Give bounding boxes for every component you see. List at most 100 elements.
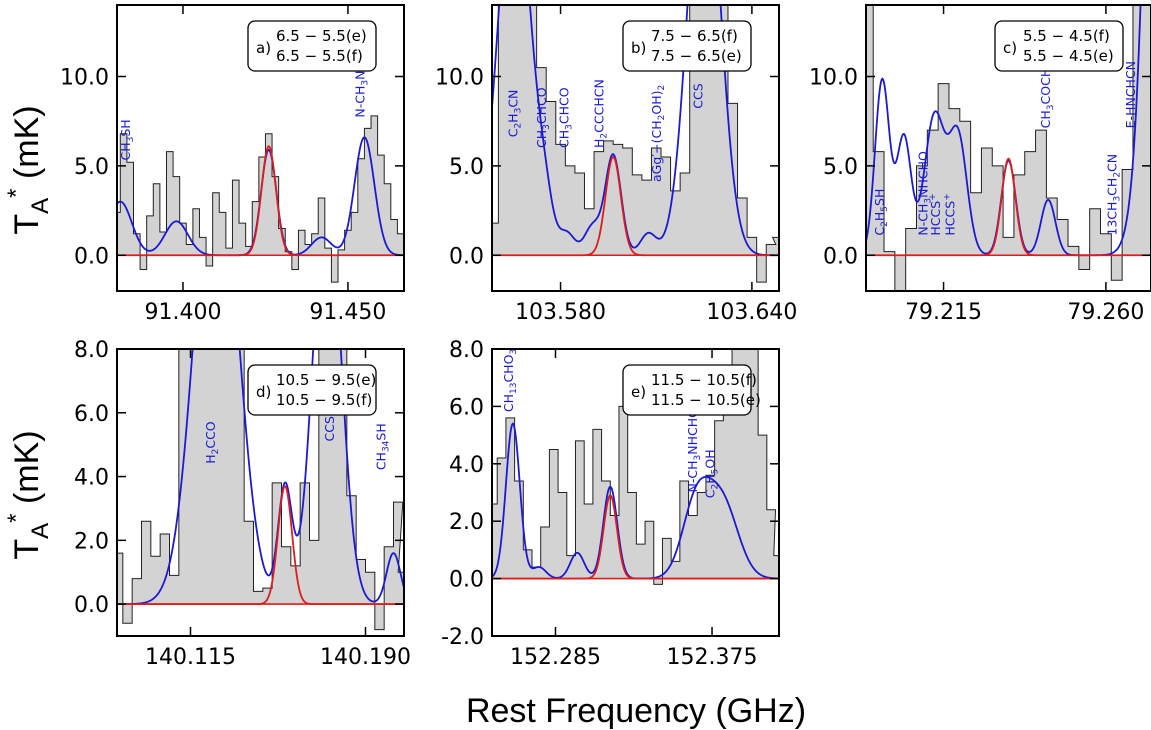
y-tick-label: 10.0 — [60, 66, 109, 91]
y-tick-label: -2.0 — [441, 625, 484, 650]
y-tick-label: 0.0 — [449, 568, 484, 593]
plot-area — [492, 5, 779, 283]
y-tick-label: 5.0 — [823, 155, 858, 180]
observed-spectrum-fill — [866, 5, 1151, 291]
y-tick-label: 4.0 — [449, 453, 484, 478]
transition-legend-box — [622, 20, 752, 72]
panel-frame — [865, 4, 1151, 292]
y-tick-label: 10.0 — [435, 66, 484, 91]
species-label: C2​H3​CN — [506, 90, 524, 138]
panel-c: C2​H5​SHN-CH3​NHCHOHCCS+​HCCS+​CH3​COCH3… — [809, 4, 1151, 325]
observed-spectrum-fill — [117, 349, 404, 630]
plot-area — [866, 5, 1151, 291]
x-tick-label: 103.640 — [706, 300, 797, 325]
y-tick-label: 6.0 — [449, 395, 484, 420]
transition-legend-box — [247, 364, 377, 416]
observed-spectrum-fill — [492, 5, 779, 283]
panel-letter: b) — [631, 39, 646, 57]
x-tick-label: 140.115 — [145, 645, 236, 670]
species-label: CH3​SH — [118, 119, 136, 160]
y-tick-label: 8.0 — [449, 338, 484, 363]
y-tick-label: 2.0 — [449, 510, 484, 535]
panel-frame — [491, 4, 780, 292]
panel-letter: e) — [631, 383, 646, 401]
model-total-curve — [492, 5, 779, 257]
y-tick-label: 2.0 — [74, 529, 109, 554]
species-label: C2​H5​SH — [872, 189, 890, 236]
panel-d: H2​CCO CCS CH34​SH 0.0 2.0 4.0 6.0 8.0 140.115 14… — [74, 338, 411, 670]
transition-legend-box — [247, 20, 377, 72]
y-tick-label: 0.0 — [74, 593, 109, 618]
panel-a: CH3​SHN-CH3​NHCHO0.05.010.091.40091.450a… — [60, 4, 405, 325]
transition-label: 5.5 − 4.5(f) — [1023, 27, 1110, 45]
y-tick-label: 5.0 — [74, 155, 109, 180]
plot-area — [117, 115, 404, 283]
panel-frame — [116, 348, 405, 637]
y-axis-title-top: TA* (mK) — [3, 105, 54, 234]
panel-letter: c) — [1003, 39, 1017, 57]
species-label: CH3​CHCO — [534, 87, 552, 148]
observed-spectrum-line — [866, 5, 1151, 291]
x-tick-label: 91.450 — [309, 300, 386, 325]
model-total-curve — [117, 349, 404, 605]
model-species-curve — [117, 484, 404, 606]
panel-frame — [491, 348, 780, 637]
plot-area — [117, 349, 404, 631]
species-label: N-CH3​NHCHO — [915, 151, 933, 236]
species-label: H2​CCCHCN — [592, 79, 610, 148]
y-tick-label: 0.0 — [823, 244, 858, 269]
y-tick-label: 0.0 — [449, 244, 484, 269]
transition-label: 6.5 − 5.5(f) — [276, 47, 363, 65]
x-tick-label: 140.190 — [320, 645, 411, 670]
transition-label: 10.5 − 9.5(e) — [276, 371, 376, 389]
y-tick-label: 10.0 — [809, 66, 858, 91]
transition-label: 6.5 − 5.5(e) — [276, 27, 367, 45]
species-label: H2​CCO — [203, 421, 221, 464]
species-label: CH3​CHCO — [557, 87, 575, 148]
species-label: E-HNCHCN — [1123, 61, 1138, 128]
transition-legend-box — [622, 364, 752, 416]
panel-letter: d) — [256, 383, 271, 401]
x-axis-title: Rest Frequency (GHz) — [466, 692, 806, 730]
transition-label: 11.5 − 10.5(f) — [651, 371, 757, 389]
species-label: C2​H5​OH — [703, 449, 721, 498]
observed-spectrum-line — [117, 115, 404, 283]
panel-frame — [116, 4, 405, 292]
transition-label: 10.5 − 9.5(f) — [276, 391, 372, 409]
species-label: CCS — [322, 416, 337, 441]
model-species-curve — [117, 145, 404, 257]
species-label: CH13​CHO3​ — [501, 349, 519, 412]
y-tick-label: 0.0 — [74, 244, 109, 269]
model-species-curve — [866, 157, 1151, 257]
transition-label: 7.5 − 6.5(f) — [651, 27, 738, 45]
y-tick-label: 5.0 — [449, 155, 484, 180]
y-tick-label: 6.0 — [74, 402, 109, 427]
species-label: HCCS+​ — [942, 193, 957, 235]
y-tick-label: 4.0 — [74, 466, 109, 491]
x-tick-label: 152.375 — [667, 645, 758, 670]
observed-spectrum-line — [117, 349, 404, 631]
observed-spectrum-fill — [492, 349, 779, 585]
species-label: aGg′−(CH2​OH)2​ — [649, 85, 667, 182]
transition-legend-box — [994, 20, 1124, 72]
species-label: HCCS+​ — [928, 193, 943, 235]
x-tick-label: 152.285 — [510, 645, 601, 670]
x-tick-label: 103.580 — [515, 300, 606, 325]
transition-label: 7.5 − 6.5(e) — [651, 47, 742, 65]
x-tick-label: 79.215 — [905, 300, 982, 325]
species-label: N-CH3​NHCHO — [685, 408, 703, 493]
model-species-curve — [492, 494, 779, 580]
y-axis-title-bottom: TA* (mK) — [3, 430, 54, 559]
transition-label: 5.5 − 4.5(e) — [1023, 47, 1114, 65]
x-tick-label: 79.260 — [1067, 300, 1144, 325]
species-label: CCS — [690, 83, 705, 108]
model-species-curve — [492, 155, 779, 257]
y-tick-label: 8.0 — [74, 338, 109, 363]
species-label: 13CH3​CH2​CN — [1105, 154, 1123, 236]
species-label: CH34​SH — [373, 423, 391, 470]
transition-label: 11.5 − 10.5(e) — [651, 391, 761, 409]
panel-letter: a) — [256, 39, 271, 57]
